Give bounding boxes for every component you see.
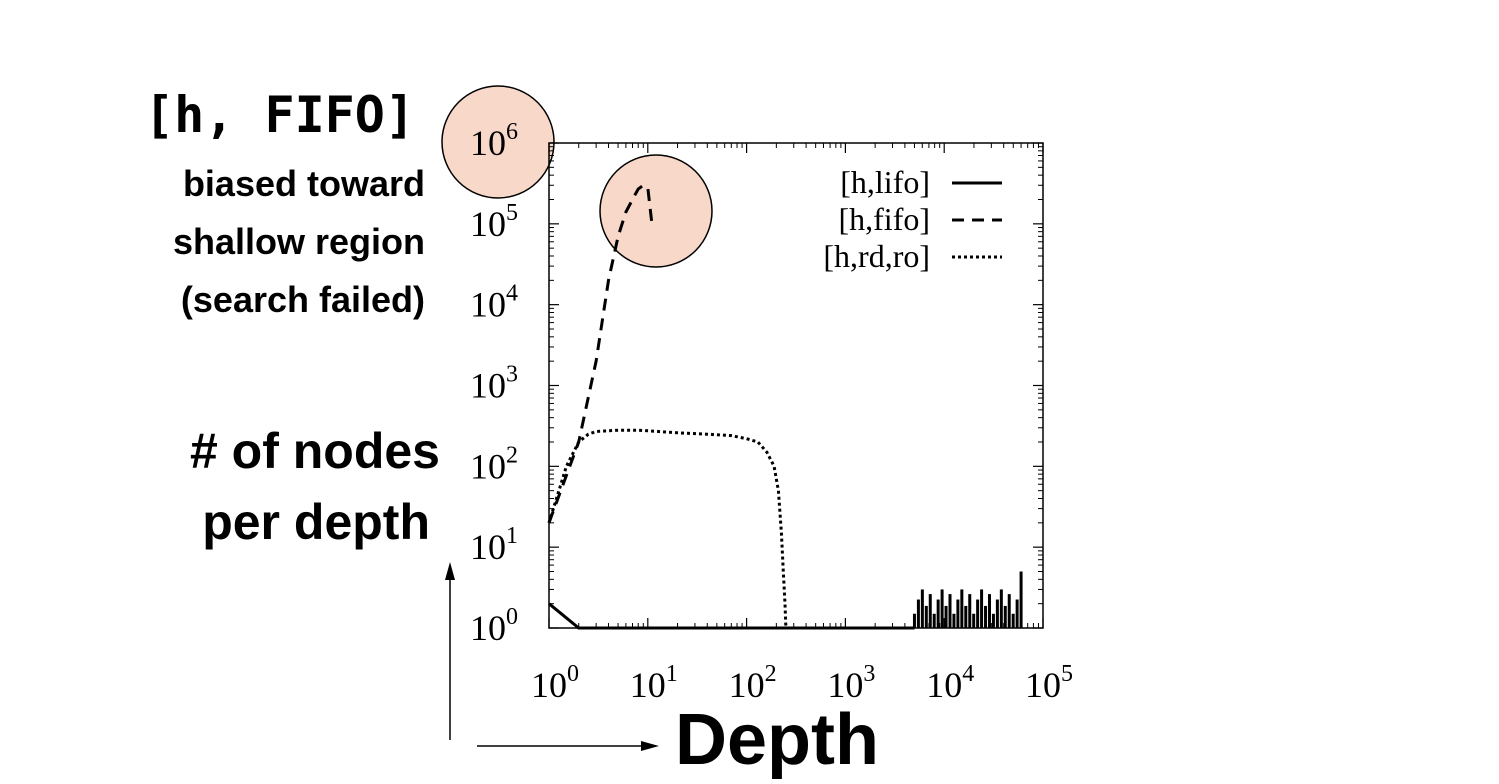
highlight-circle-ytick — [441, 85, 555, 199]
annotation-line-1: biased toward — [183, 163, 425, 204]
series-line — [547, 183, 654, 524]
y-arrow-head — [445, 562, 455, 580]
x-tick-label: 101 — [630, 661, 678, 705]
ylabel-line-1: # of nodes — [190, 423, 440, 479]
x-tick-label: 102 — [729, 661, 777, 705]
x-arrow-head — [641, 741, 659, 751]
series-line — [548, 602, 915, 630]
series-0 — [548, 571, 1023, 630]
series-line — [547, 428, 788, 629]
legend-label: [h,lifo] — [840, 164, 930, 200]
series-layer — [547, 183, 1023, 630]
axis-arrows — [445, 562, 659, 751]
y-tick-label: 100 — [470, 604, 518, 648]
annotation-line-2: shallow region — [173, 221, 425, 262]
y-tick-label: 103 — [470, 362, 518, 406]
legend: [h,lifo][h,fifo][h,rd,ro] — [823, 164, 1002, 274]
ylabel-line-2: per depth — [202, 494, 430, 550]
series-1 — [547, 183, 654, 524]
x-tick-label: 103 — [827, 661, 875, 705]
y-tick-label: 105 — [470, 200, 518, 244]
fifo-annotation: [h, FIFO] biased toward shallow region (… — [144, 86, 425, 320]
y-tick-label: 101 — [470, 523, 518, 567]
legend-label: [h,rd,ro] — [823, 238, 930, 274]
y-axis-title: # of nodes per depth — [190, 423, 440, 550]
x-tick-label: 105 — [1025, 661, 1073, 705]
x-axis-title: Depth — [675, 700, 879, 780]
annotation-title: [h, FIFO] — [144, 86, 415, 144]
y-tick-label: 104 — [470, 281, 518, 325]
highlight-circle-peak — [599, 154, 713, 268]
x-tick-label: 104 — [926, 661, 974, 705]
y-tick-label: 102 — [470, 442, 518, 486]
x-tick-label: 100 — [531, 661, 579, 705]
legend-label: [h,fifo] — [838, 201, 930, 237]
annotation-line-3: (search failed) — [181, 279, 425, 320]
series-2 — [547, 428, 788, 629]
